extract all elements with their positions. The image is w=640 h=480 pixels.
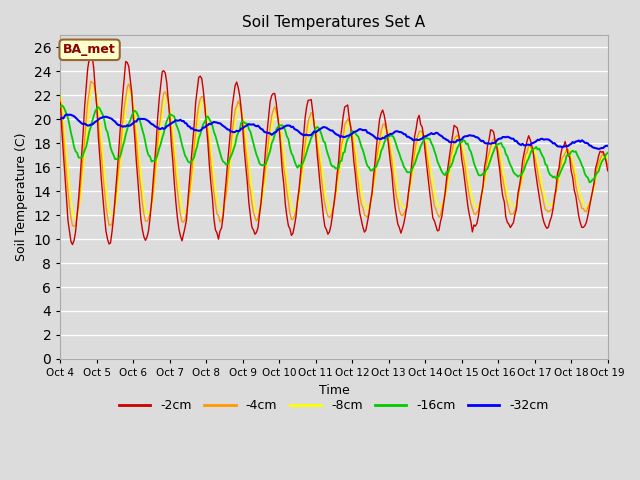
Y-axis label: Soil Temperature (C): Soil Temperature (C) <box>15 133 28 262</box>
Title: Soil Temperatures Set A: Soil Temperatures Set A <box>243 15 426 30</box>
Text: BA_met: BA_met <box>63 43 116 56</box>
Legend: -2cm, -4cm, -8cm, -16cm, -32cm: -2cm, -4cm, -8cm, -16cm, -32cm <box>114 395 554 418</box>
X-axis label: Time: Time <box>319 384 349 396</box>
